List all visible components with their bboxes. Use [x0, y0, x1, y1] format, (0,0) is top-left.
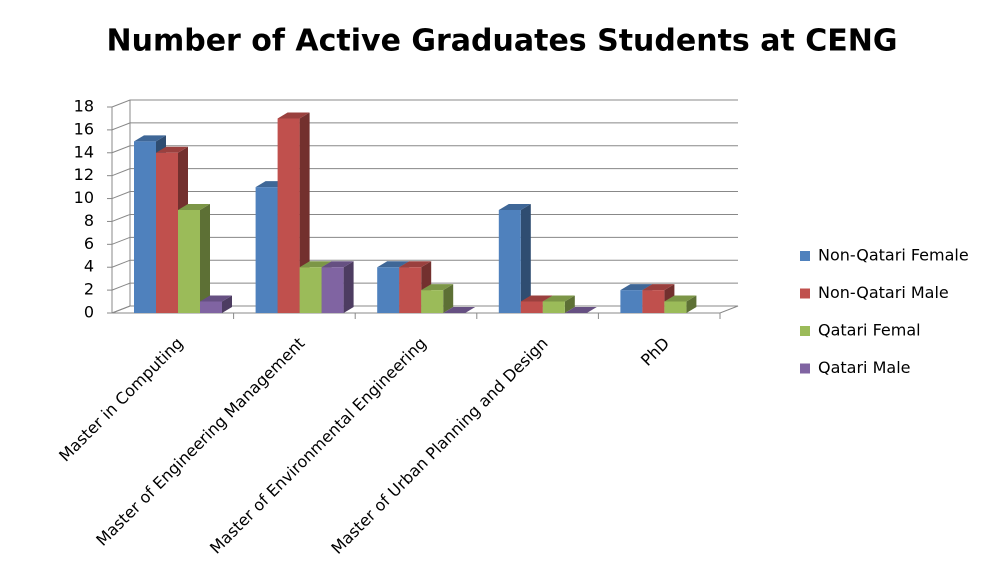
bar-face: [520, 295, 553, 302]
bar-face: [377, 267, 400, 313]
bar: [421, 284, 454, 313]
legend-swatch: [800, 251, 810, 261]
grid-line: [111, 168, 738, 177]
bar-face: [399, 261, 432, 268]
bar-face: [664, 295, 697, 302]
bar-face: [321, 261, 354, 268]
bar-face: [421, 290, 444, 313]
bar-face: [564, 295, 575, 313]
bar-face: [498, 204, 531, 210]
grid-line: [111, 99, 738, 108]
y-tick-label: 14: [74, 142, 94, 161]
legend-swatch: [800, 363, 810, 374]
grid-line: [111, 259, 738, 268]
bar-face: [377, 261, 410, 268]
y-tick-label: 10: [74, 188, 94, 207]
x-tick-label: Master in Computing: [55, 334, 187, 466]
y-tick-label: 2: [84, 280, 94, 299]
bar-face: [277, 112, 310, 119]
bar-face: [498, 210, 521, 313]
y-tick-label: 8: [84, 211, 94, 230]
bar-face: [686, 295, 697, 313]
x-tick-label: PhD: [637, 334, 673, 370]
bar-face: [222, 295, 232, 313]
bar-face: [520, 301, 543, 313]
bar: [498, 204, 531, 313]
bar: [443, 307, 476, 313]
legend-label: Non-Qatari Male: [818, 283, 949, 302]
legend-label: Non-Qatari Female: [818, 246, 969, 265]
grid-line: [111, 122, 738, 131]
bar: [664, 295, 697, 313]
y-tick-label: 0: [84, 303, 94, 322]
bar-face: [156, 146, 188, 153]
bar-face: [178, 204, 210, 210]
legend-swatch: [800, 288, 810, 299]
bar-face: [255, 187, 278, 313]
bar-face: [299, 261, 332, 268]
bar-face: [542, 301, 565, 313]
bar-face: [620, 290, 643, 313]
y-tick-label: 6: [84, 234, 94, 253]
bar-face: [443, 284, 454, 313]
bar: [200, 295, 232, 313]
bar-face: [134, 135, 166, 142]
legend-label: Qatari Male: [818, 358, 910, 377]
x-tick-label: Master of Environmental Engineering: [206, 334, 430, 558]
bar-face: [542, 295, 575, 302]
x-tick-label: Master of Urban Planning and Design: [327, 334, 551, 558]
bar-face: [443, 307, 476, 313]
grid-line: [111, 282, 738, 291]
bar-face: [520, 204, 531, 313]
bar-face: [620, 284, 653, 291]
grid-line: [111, 191, 738, 200]
bar-face: [642, 290, 665, 313]
y-tick-label: 4: [84, 257, 94, 276]
y-tick-label: 18: [74, 97, 94, 116]
bar-face: [642, 284, 675, 291]
y-tick-label: 12: [74, 165, 94, 184]
bar-face: [299, 267, 322, 313]
bar: [178, 204, 210, 313]
bar-face: [564, 307, 597, 313]
bar-face: [277, 118, 300, 313]
bar: [564, 307, 597, 313]
grid-line: [111, 213, 738, 222]
bar-face: [200, 295, 232, 302]
bar-face: [421, 284, 454, 291]
bar-face: [134, 141, 156, 313]
bar: [520, 295, 553, 313]
bar-face: [664, 301, 687, 313]
bar: [542, 295, 575, 313]
bar-face: [178, 210, 200, 313]
y-tick-label: 16: [74, 119, 94, 138]
bar-face: [321, 267, 344, 313]
legend-label: Qatari Femal: [818, 321, 921, 340]
legend-swatch: [800, 326, 810, 336]
grid-line: [111, 145, 738, 154]
bar: [321, 261, 354, 313]
x-tick-label: Master of Engineering Management: [92, 334, 308, 550]
bar-face: [156, 152, 178, 313]
bar-face: [200, 204, 210, 313]
grid-line: [111, 236, 738, 245]
chart-title: Number of Active Graduates Students at C…: [107, 24, 898, 59]
bar-face: [343, 261, 354, 313]
bar-face: [200, 301, 222, 313]
bar-face: [399, 267, 422, 313]
